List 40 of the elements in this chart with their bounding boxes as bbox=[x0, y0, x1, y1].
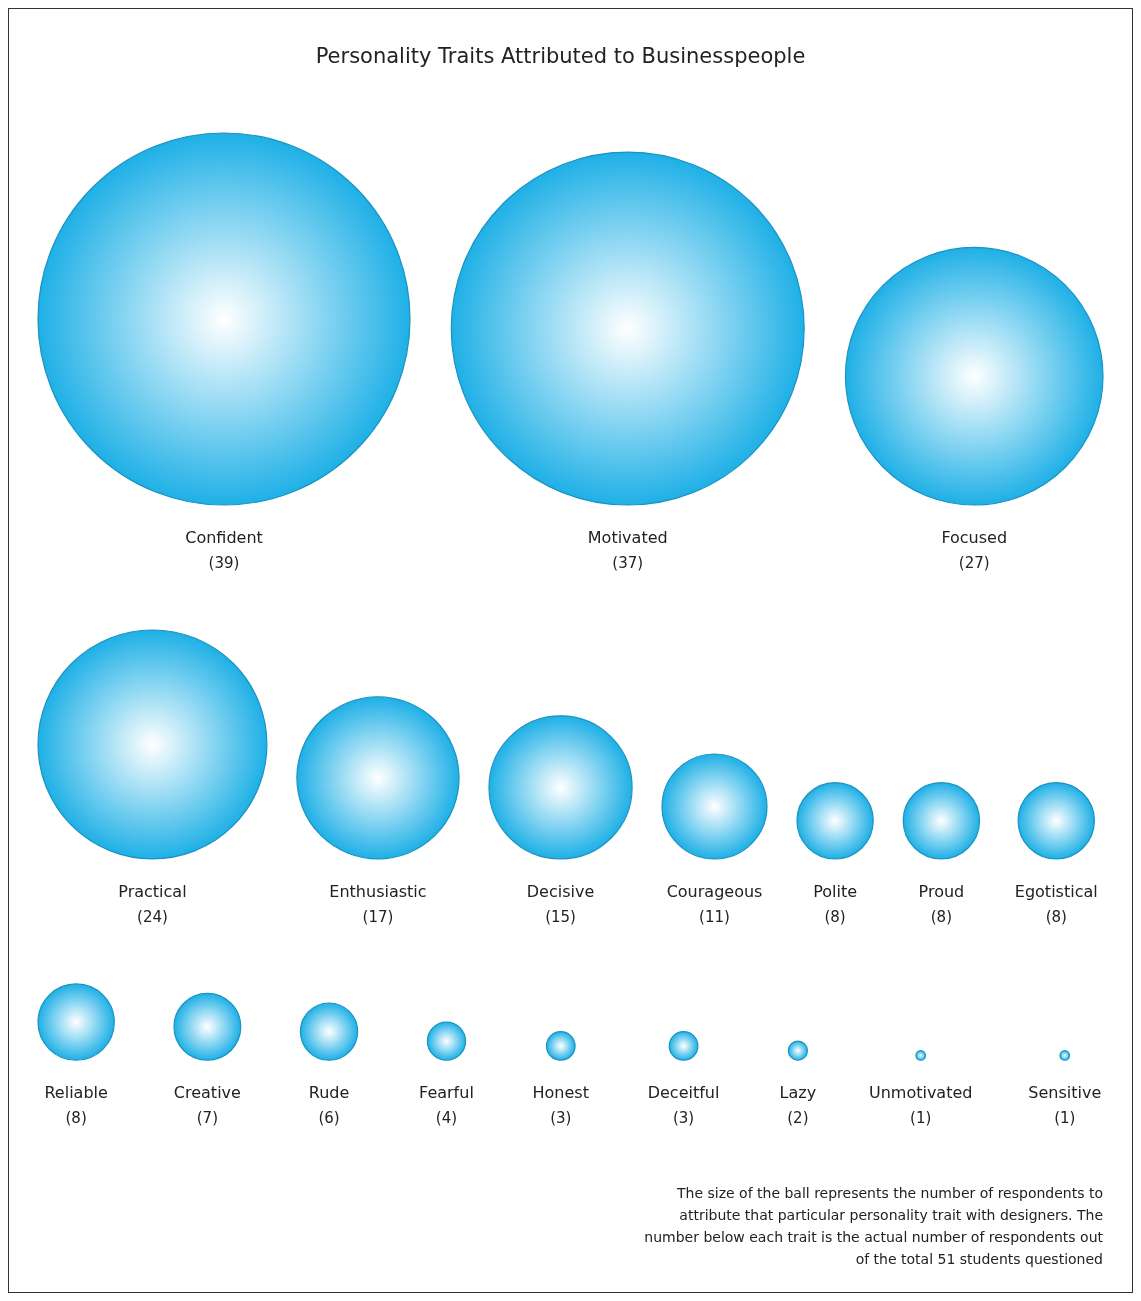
data-label: (39) bbox=[208, 554, 240, 572]
data-label: (8) bbox=[65, 1109, 87, 1128]
category-label: Courageous bbox=[666, 881, 763, 901]
data-label: (3) bbox=[550, 1109, 572, 1128]
category-label: Polite bbox=[813, 881, 858, 901]
data-label: (8) bbox=[824, 907, 846, 926]
category-label: Lazy bbox=[779, 1083, 817, 1103]
category-label: Creative bbox=[173, 1083, 241, 1103]
category-label: Egotistical bbox=[1014, 881, 1098, 901]
category-label: Practical bbox=[118, 881, 187, 901]
data-label: (6) bbox=[318, 1109, 340, 1128]
data-label: (24) bbox=[137, 907, 168, 926]
category-label: Unmotivated bbox=[868, 1083, 973, 1103]
category-label: Proud bbox=[918, 881, 965, 901]
category-label: Focused bbox=[941, 528, 1008, 547]
data-label: (37) bbox=[612, 554, 644, 572]
category-label: Fearful bbox=[419, 1083, 474, 1103]
data-label: (8) bbox=[1045, 907, 1067, 926]
data-label: (7) bbox=[196, 1109, 218, 1128]
category-label: Decisive bbox=[526, 881, 595, 901]
category-label: Honest bbox=[532, 1083, 589, 1103]
data-label: (8) bbox=[930, 907, 952, 926]
data-label: (1) bbox=[1054, 1109, 1076, 1128]
data-label: (4) bbox=[435, 1109, 458, 1128]
text: Personality Traits Attributed to Businesspeople bbox=[315, 44, 806, 68]
category-label: Enthusiastic bbox=[329, 881, 427, 901]
data-label: (3) bbox=[672, 1109, 695, 1128]
category-label: Sensitive bbox=[1028, 1083, 1102, 1103]
data-label: (1) bbox=[910, 1109, 932, 1128]
data-label: (2) bbox=[787, 1109, 809, 1128]
data-label: (27) bbox=[958, 554, 990, 572]
category-label: Deceitful bbox=[647, 1083, 720, 1103]
category-label: Reliable bbox=[44, 1083, 108, 1103]
category-label: Rude bbox=[308, 1083, 350, 1103]
data-label: (17) bbox=[362, 907, 394, 926]
data-label: (15) bbox=[545, 907, 576, 926]
data-label: (11) bbox=[699, 907, 730, 926]
text: The size of the ball represents the number of respondents to attribute that particular personality trait with designers. The number below each trait is the actual number of respondents out of the total 51 students questioned bbox=[644, 1185, 1104, 1267]
category-label: Confident bbox=[185, 528, 263, 547]
category-label: Motivated bbox=[587, 528, 668, 547]
